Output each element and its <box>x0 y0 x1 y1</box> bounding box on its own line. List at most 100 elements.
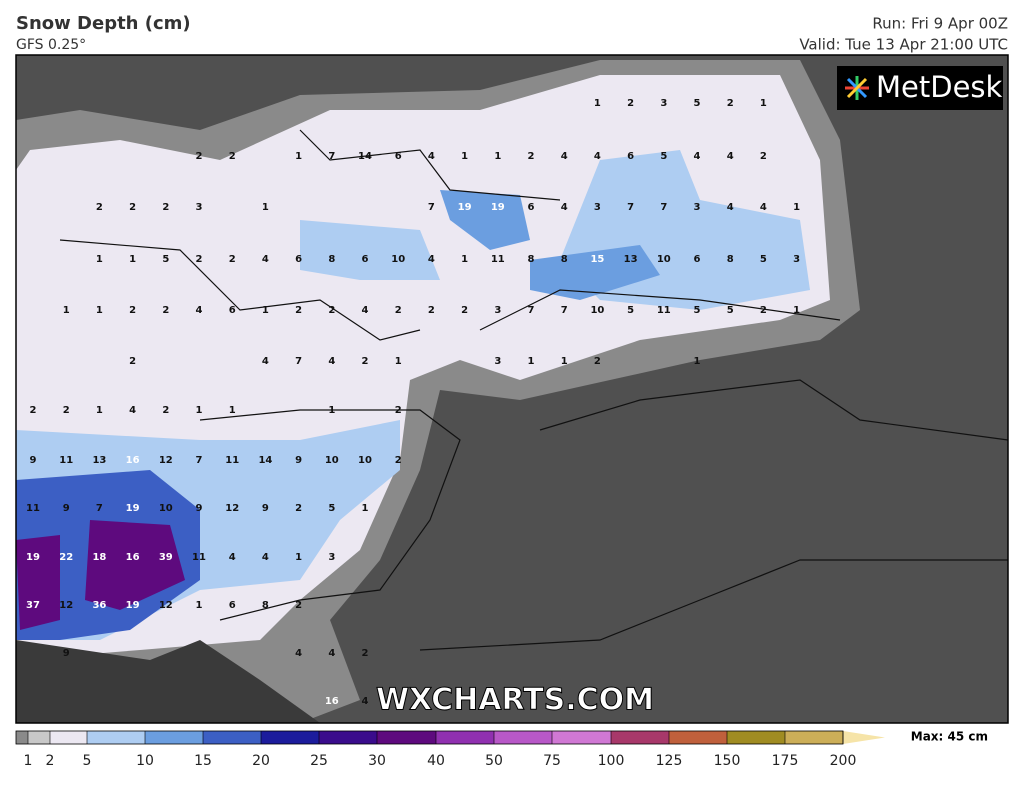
logo-icon <box>845 76 869 100</box>
snow-value: 6 <box>229 600 236 611</box>
legend-swatch <box>145 731 203 744</box>
snow-value: 10 <box>391 254 405 265</box>
snow-value: 4 <box>229 552 236 563</box>
snow-value: 1 <box>196 600 203 611</box>
legend-label: 20 <box>252 753 270 769</box>
snow-value: 7 <box>328 151 335 162</box>
snow-value: 2 <box>162 405 169 416</box>
legend-swatch <box>727 731 785 744</box>
snow-value: 4 <box>328 356 335 367</box>
snow-value: 16 <box>325 696 339 707</box>
snow-value: 3 <box>328 552 335 563</box>
subtitle: GFS 0.25° <box>16 37 86 53</box>
snow-value: 6 <box>395 151 402 162</box>
snow-value: 2 <box>229 151 236 162</box>
snow-value: 9 <box>63 648 70 659</box>
snow-value: 19 <box>126 503 140 514</box>
snow-value: 2 <box>328 305 335 316</box>
snow-value: 4 <box>362 305 369 316</box>
legend-label: 40 <box>427 753 445 769</box>
snow-value: 1 <box>461 254 468 265</box>
snow-value: 4 <box>561 202 568 213</box>
snow-value: 1 <box>461 151 468 162</box>
legend-swatch <box>843 731 885 744</box>
border <box>59 129 1008 651</box>
snow-value: 4 <box>561 151 568 162</box>
snow-value: 4 <box>262 552 269 563</box>
legend-swatch <box>377 731 436 744</box>
legend-label: 125 <box>656 753 683 769</box>
snow-value: 7 <box>660 202 667 213</box>
snow-value: 2 <box>129 202 136 213</box>
snow-value: 3 <box>494 356 501 367</box>
map <box>16 55 1008 723</box>
legend-label: 25 <box>310 753 328 769</box>
snow-value: 7 <box>428 202 435 213</box>
snow-value: 7 <box>528 305 535 316</box>
snow-value: 4 <box>362 696 369 707</box>
snow-value: 19 <box>26 552 40 563</box>
snow-value: 12 <box>159 600 173 611</box>
legend-swatch <box>261 731 319 744</box>
snow-value: 2 <box>760 151 767 162</box>
snow-value: 4 <box>262 356 269 367</box>
snow-value: 4 <box>428 254 435 265</box>
snow-value: 13 <box>624 254 638 265</box>
snow-value: 8 <box>727 254 734 265</box>
sea <box>16 640 320 723</box>
snow-value: 13 <box>92 455 106 466</box>
snow-value: 36 <box>92 600 106 611</box>
snow-value: 18 <box>92 552 106 563</box>
snow-value: 10 <box>325 455 339 466</box>
snow-value: 7 <box>561 305 568 316</box>
snow-value: 9 <box>295 455 302 466</box>
snow-value: 2 <box>295 600 302 611</box>
legend-swatch <box>669 731 727 744</box>
snow-value: 4 <box>328 648 335 659</box>
snow-value: 16 <box>126 552 140 563</box>
snow-value: 3 <box>694 202 701 213</box>
snow-value: 1 <box>196 405 203 416</box>
snow-value: 2 <box>196 151 203 162</box>
legend-label: 150 <box>714 753 741 769</box>
snow-value: 6 <box>229 305 236 316</box>
snow-value: 8 <box>328 254 335 265</box>
legend-label: 5 <box>83 753 92 769</box>
legend-label: 15 <box>194 753 212 769</box>
snow-mid <box>440 190 530 250</box>
snow-value: 1 <box>295 151 302 162</box>
snow-value: 2 <box>295 503 302 514</box>
snow-value: 3 <box>594 202 601 213</box>
snow-value: 1 <box>362 503 369 514</box>
snow-blue <box>300 220 440 280</box>
snow-value: 2 <box>63 405 70 416</box>
snow-value: 2 <box>760 305 767 316</box>
legend-swatch <box>50 731 87 744</box>
legend-label: 175 <box>772 753 799 769</box>
legend-label: 1 <box>24 753 33 769</box>
snow-value: 7 <box>295 356 302 367</box>
snow-value: 5 <box>660 151 667 162</box>
snow-value: 11 <box>192 552 206 563</box>
snow-value: 2 <box>395 405 402 416</box>
snow-value: 1 <box>295 552 302 563</box>
snow-value: 11 <box>491 254 505 265</box>
snow-value: 11 <box>225 455 239 466</box>
snow-value: 6 <box>694 254 701 265</box>
snow-value: 9 <box>262 503 269 514</box>
snow-value: 11 <box>26 503 40 514</box>
legend-swatch <box>552 731 611 744</box>
snow-value: 16 <box>126 455 140 466</box>
snow-value: 8 <box>561 254 568 265</box>
map-frame <box>15 54 1009 724</box>
snow-value: 10 <box>159 503 173 514</box>
snow-value: 5 <box>694 98 701 109</box>
snow-value: 1 <box>494 151 501 162</box>
legend-swatch <box>28 731 50 744</box>
snow-value: 4 <box>295 648 302 659</box>
snow-value: 8 <box>262 600 269 611</box>
valid-time: Valid: Tue 13 Apr 21:00 UTC <box>799 36 1008 54</box>
snow-value: 4 <box>727 151 734 162</box>
map-labels: 1 2 3 5 2 12 2 1 7 14 6 4 1 1 2 4 4 6 5 4 4 22 2 2 3 1 7 19 19 6 4 3 7 7 3… <box>26 98 800 707</box>
